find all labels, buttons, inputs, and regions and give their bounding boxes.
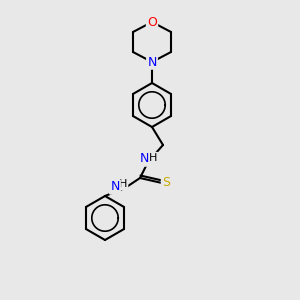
Text: H: H [149,153,157,163]
Text: N: N [139,152,149,166]
Text: S: S [162,176,170,190]
Text: O: O [147,16,157,28]
Text: H: H [119,179,127,189]
Text: N: N [110,181,120,194]
Text: N: N [147,56,157,68]
